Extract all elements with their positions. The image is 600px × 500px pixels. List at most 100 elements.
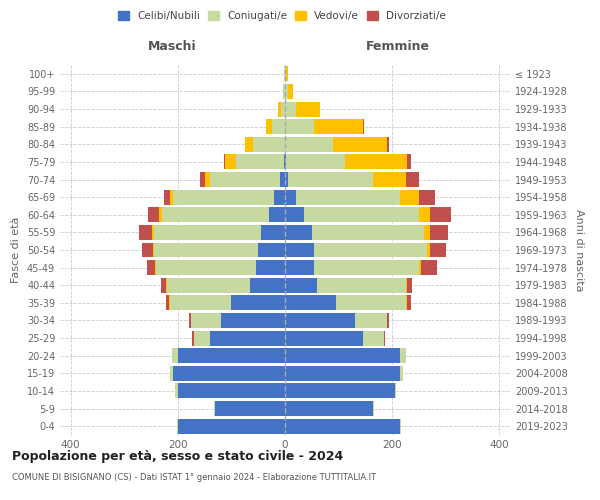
Bar — [261, 225, 285, 240]
Bar — [166, 296, 169, 310]
Bar — [191, 313, 221, 328]
Bar — [285, 84, 287, 99]
Bar — [205, 172, 210, 187]
Bar — [173, 366, 285, 381]
Bar — [362, 119, 364, 134]
Bar — [221, 313, 285, 328]
Bar — [427, 242, 430, 258]
Bar — [285, 119, 314, 134]
Bar — [287, 172, 373, 187]
Bar — [283, 84, 285, 99]
Bar — [406, 172, 419, 187]
Bar — [232, 296, 285, 310]
Bar — [157, 260, 256, 275]
Bar — [421, 260, 437, 275]
Bar — [154, 242, 258, 258]
Bar — [406, 278, 407, 292]
Bar — [280, 172, 285, 187]
Bar — [284, 154, 285, 170]
Bar — [148, 208, 159, 222]
Bar — [148, 260, 155, 275]
Bar — [286, 154, 345, 170]
Bar — [333, 137, 387, 152]
Bar — [285, 348, 400, 363]
Bar — [285, 225, 312, 240]
Bar — [285, 278, 317, 292]
Bar — [285, 296, 336, 310]
Bar — [387, 313, 389, 328]
Bar — [285, 208, 304, 222]
Bar — [285, 190, 296, 204]
Bar — [278, 102, 281, 116]
Bar — [285, 330, 362, 345]
Bar — [139, 225, 152, 240]
Bar — [250, 278, 285, 292]
Bar — [166, 278, 167, 292]
Bar — [430, 208, 451, 222]
Bar — [286, 66, 287, 82]
Bar — [258, 242, 285, 258]
Bar — [178, 384, 285, 398]
Bar — [424, 225, 430, 240]
Bar — [387, 137, 389, 152]
Bar — [362, 330, 384, 345]
Bar — [210, 330, 285, 345]
Y-axis label: Anni di nascita: Anni di nascita — [574, 209, 584, 291]
Bar — [419, 190, 435, 204]
Bar — [173, 190, 274, 204]
Text: Femmine: Femmine — [365, 40, 430, 52]
Text: Popolazione per età, sesso e stato civile - 2024: Popolazione per età, sesso e stato civil… — [12, 450, 343, 463]
Bar — [400, 348, 406, 363]
Bar — [193, 330, 194, 345]
Bar — [285, 137, 333, 152]
Bar — [407, 296, 411, 310]
Bar — [269, 208, 285, 222]
Bar — [152, 242, 154, 258]
Bar — [384, 330, 385, 345]
Bar — [169, 296, 170, 310]
Bar — [285, 384, 395, 398]
Y-axis label: Fasce di età: Fasce di età — [11, 217, 21, 283]
Bar — [296, 102, 320, 116]
Bar — [419, 208, 430, 222]
Bar — [170, 366, 173, 381]
Bar — [159, 208, 162, 222]
Bar — [274, 190, 285, 204]
Bar — [395, 384, 397, 398]
Bar — [266, 119, 272, 134]
Bar — [281, 102, 285, 116]
Bar — [419, 260, 421, 275]
Bar — [272, 119, 285, 134]
Bar — [188, 313, 191, 328]
Bar — [214, 401, 215, 416]
Bar — [285, 172, 287, 187]
Bar — [253, 137, 285, 152]
Bar — [285, 418, 400, 434]
Bar — [314, 119, 362, 134]
Bar — [287, 84, 293, 99]
Text: Maschi: Maschi — [148, 40, 197, 52]
Bar — [407, 278, 412, 292]
Bar — [161, 278, 166, 292]
Bar — [164, 190, 170, 204]
Bar — [256, 260, 285, 275]
Bar — [430, 242, 446, 258]
Bar — [236, 154, 284, 170]
Bar — [285, 260, 314, 275]
Bar — [285, 102, 296, 116]
Bar — [314, 260, 419, 275]
Bar — [430, 225, 448, 240]
Bar — [312, 225, 424, 240]
Bar — [175, 384, 178, 398]
Bar — [314, 242, 427, 258]
Bar — [296, 190, 400, 204]
Bar — [406, 296, 407, 310]
Bar — [200, 172, 205, 187]
Text: COMUNE DI BISIGNANO (CS) - Dati ISTAT 1° gennaio 2024 - Elaborazione TUTTITALIA.: COMUNE DI BISIGNANO (CS) - Dati ISTAT 1°… — [12, 472, 376, 482]
Bar — [285, 366, 400, 381]
Bar — [152, 225, 154, 240]
Bar — [284, 66, 285, 82]
Bar — [400, 366, 403, 381]
Bar — [285, 401, 373, 416]
Bar — [373, 401, 374, 416]
